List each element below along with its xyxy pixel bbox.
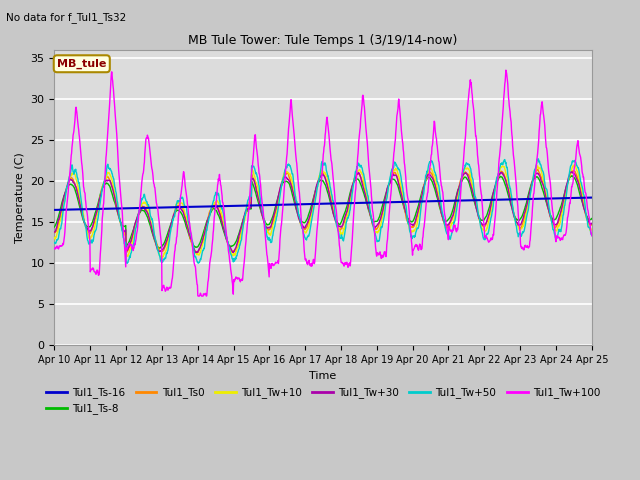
Text: MB_tule: MB_tule <box>57 59 106 69</box>
X-axis label: Time: Time <box>310 371 337 381</box>
Text: No data for f_Tul1_Ts32: No data for f_Tul1_Ts32 <box>6 12 127 23</box>
Y-axis label: Temperature (C): Temperature (C) <box>15 152 25 243</box>
Title: MB Tule Tower: Tule Temps 1 (3/19/14-now): MB Tule Tower: Tule Temps 1 (3/19/14-now… <box>188 34 458 47</box>
Legend: Tul1_Ts-16, Tul1_Ts-8, Tul1_Ts0, Tul1_Tw+10, Tul1_Tw+30, Tul1_Tw+50, Tul1_Tw+100: Tul1_Ts-16, Tul1_Ts-8, Tul1_Ts0, Tul1_Tw… <box>42 383 604 419</box>
